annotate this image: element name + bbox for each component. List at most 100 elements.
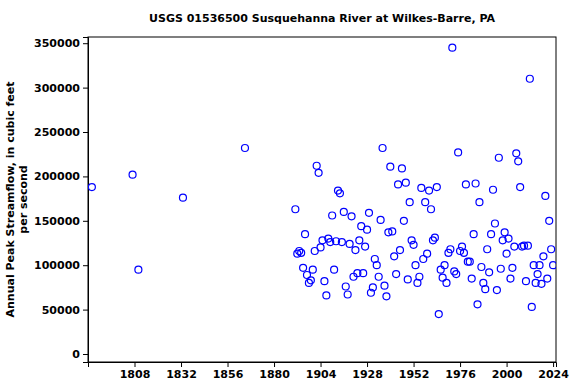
data-point: [302, 231, 309, 238]
data-point: [397, 247, 404, 254]
data-point: [377, 216, 384, 223]
data-point: [476, 199, 483, 206]
x-tick-label: 1832: [166, 368, 197, 381]
y-tick-mark: [83, 310, 88, 311]
data-point: [323, 292, 330, 299]
data-point: [455, 149, 462, 156]
plot-frame: [88, 37, 556, 362]
data-point: [433, 184, 440, 191]
data-point: [365, 209, 372, 216]
data-point: [538, 280, 545, 287]
data-point: [331, 266, 338, 273]
y-tick-label: 0: [72, 348, 80, 361]
data-point: [329, 212, 336, 219]
y-tick: 50000: [42, 304, 88, 317]
x-tick-label: 1880: [259, 368, 290, 381]
x-tick-label: 1856: [213, 368, 244, 381]
data-point: [474, 301, 481, 308]
data-point: [356, 237, 363, 244]
x-tick: 1904: [306, 362, 337, 381]
data-point: [468, 275, 475, 282]
data-point: [393, 271, 400, 278]
data-point: [309, 266, 316, 273]
y-tick: 300000: [34, 82, 88, 95]
y-axis-title-line: per second: [17, 165, 30, 233]
data-point: [346, 240, 353, 247]
data-point: [360, 270, 367, 277]
y-tick: 250000: [34, 126, 88, 139]
x-tick: 1856: [213, 362, 244, 381]
data-point: [391, 253, 398, 260]
y-tick-mark: [83, 176, 88, 177]
data-point: [348, 213, 355, 220]
data-point: [466, 258, 473, 265]
data-point: [422, 199, 429, 206]
x-tick: 1928: [352, 362, 383, 381]
data-point: [404, 276, 411, 283]
data-point: [497, 265, 504, 272]
y-tick: 0: [72, 348, 88, 361]
data-point: [317, 244, 324, 251]
data-point: [517, 184, 524, 191]
x-tick-mark: [135, 362, 136, 367]
y-tick-mark: [83, 221, 88, 222]
data-point: [336, 190, 343, 197]
data-point: [369, 284, 376, 291]
data-point: [88, 184, 95, 191]
data-point: [431, 234, 438, 241]
x-tick: 1832: [166, 362, 197, 381]
y-tick: 350000: [34, 37, 88, 50]
data-point: [292, 206, 299, 213]
x-tick-mark: [228, 362, 229, 367]
x-tick-label: 2000: [492, 368, 523, 381]
data-point: [387, 163, 394, 170]
data-point: [526, 75, 533, 82]
data-point: [298, 249, 305, 256]
y-tick-mark: [83, 265, 88, 266]
data-point: [478, 263, 485, 270]
data-point: [548, 246, 555, 253]
data-point: [484, 246, 491, 253]
x-tick-mark: [414, 362, 415, 367]
data-point: [528, 303, 535, 310]
data-point: [542, 192, 549, 199]
x-tick-mark: [553, 362, 554, 367]
data-point: [340, 208, 347, 215]
data-point: [534, 271, 541, 278]
x-tick-label: 1952: [399, 368, 430, 381]
data-point: [447, 246, 454, 253]
x-tick-mark: [321, 362, 322, 367]
x-axis-line: [89, 363, 557, 368]
y-axis-title: Annual Peak Streamflow, in cubic feetper…: [4, 82, 30, 318]
chart-title: USGS 01536500 Susquehanna River at Wilke…: [149, 12, 495, 25]
y-tick-mark: [83, 88, 88, 89]
x-tick-mark: [181, 362, 182, 367]
data-point: [179, 194, 186, 201]
data-point: [503, 250, 510, 257]
data-point: [515, 158, 522, 165]
data-point: [453, 271, 460, 278]
data-point: [364, 226, 371, 233]
data-point: [379, 144, 386, 151]
x-tick: 1952: [399, 362, 430, 381]
data-point: [424, 250, 431, 257]
data-point: [410, 241, 417, 248]
data-point: [408, 237, 415, 244]
y-axis-title-line: Annual Peak Streamflow, in cubic feet: [4, 82, 17, 318]
data-point: [524, 242, 531, 249]
y-tick-label: 350000: [34, 37, 80, 50]
y-tick: 150000: [34, 215, 88, 228]
data-point: [472, 180, 479, 187]
data-point: [418, 184, 425, 191]
data-point: [412, 262, 419, 269]
data-point: [129, 171, 136, 178]
y-axis: 0500001000001500002000002500003000003500…: [34, 37, 88, 362]
data-point: [540, 253, 547, 260]
data-point: [470, 231, 477, 238]
data-point: [544, 275, 551, 282]
x-axis: 1808183218561880190419281952197620002024: [89, 362, 570, 381]
points: [88, 44, 556, 317]
data-point: [389, 228, 396, 235]
y-tick-label: 100000: [34, 259, 80, 272]
x-tick-label: 1904: [306, 368, 337, 381]
